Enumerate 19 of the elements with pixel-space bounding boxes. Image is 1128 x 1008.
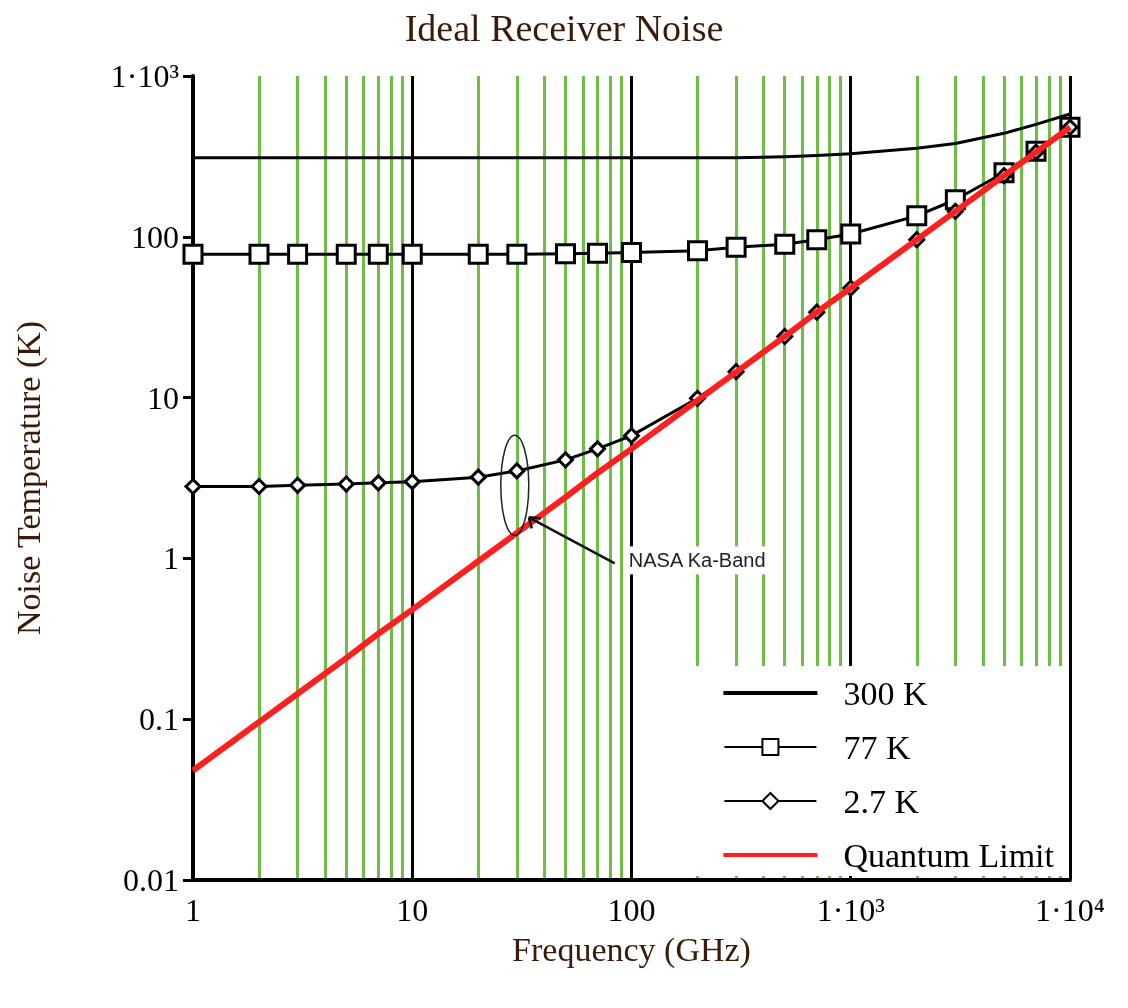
y-tick-label: 0.01: [123, 862, 179, 898]
x-tick-label: 10: [396, 892, 429, 928]
y-tick-label: 0.1: [139, 701, 179, 738]
y-tick-label: 1: [163, 540, 179, 577]
legend-label: 2.7 K: [843, 782, 920, 820]
y-tick-label: 1·10³: [110, 58, 179, 94]
legend-label: Quantum Limit: [843, 836, 1055, 874]
chart-title: Ideal Receiver Noise: [404, 7, 724, 49]
x-tick-label: 1·10³: [816, 892, 885, 928]
legend-label: 300 K: [843, 674, 928, 712]
x-tick-label: 1·10⁴: [1035, 892, 1105, 928]
legend-label: 77 K: [843, 728, 911, 766]
y-tick-label: 10: [147, 379, 179, 416]
x-tick-label: 100: [607, 892, 656, 928]
y-axis-title: Noise Temperature (K): [9, 320, 48, 636]
y-tick-label: 100: [131, 218, 179, 255]
annotation: NASA Ka-Band: [628, 549, 766, 572]
x-axis-title: Frequency (GHz): [512, 930, 751, 969]
x-tick-label: 1: [185, 892, 201, 928]
